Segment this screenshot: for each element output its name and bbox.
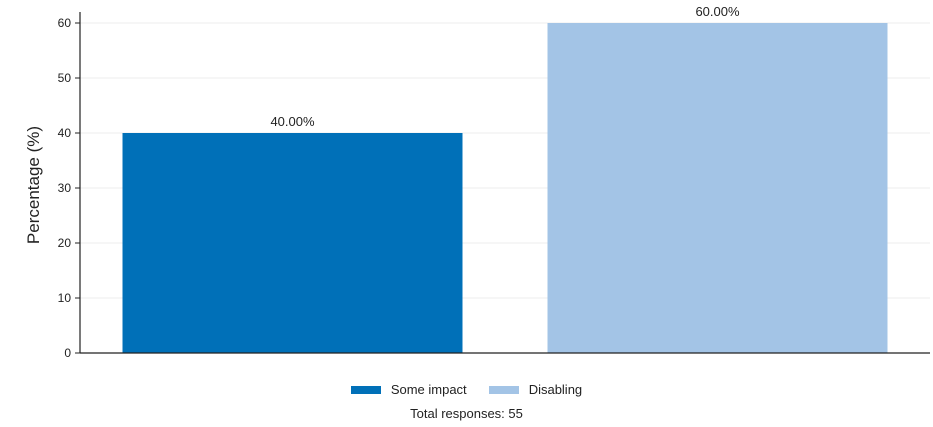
y-tick-label: 20 — [58, 236, 72, 250]
bar-value-label: 60.00% — [695, 4, 740, 19]
y-tick-label: 0 — [64, 346, 71, 360]
y-tick-label: 60 — [58, 16, 72, 30]
y-tick-label: 30 — [58, 181, 72, 195]
bar-disabling — [547, 23, 888, 353]
bars: 40.00% 60.00% — [122, 4, 888, 353]
legend-swatch — [488, 385, 519, 394]
axes: 0 10 20 30 40 50 60 — [58, 12, 930, 360]
legend: Some impact Disabling — [0, 382, 933, 397]
y-tick-label: 40 — [58, 126, 72, 140]
bar-chart: 40.00% 60.00% 0 10 20 30 40 50 60 Percentage (%… — [24, 4, 930, 360]
legend-label: Disabling — [528, 382, 583, 397]
legend-swatch — [350, 385, 381, 394]
y-tick-label: 50 — [58, 71, 72, 85]
legend-item-some-impact: Some impact — [350, 382, 467, 397]
bar-some-impact — [122, 133, 463, 353]
legend-label: Some impact — [390, 382, 467, 397]
y-axis-title: Percentage (%) — [24, 126, 43, 244]
legend-item-disabling: Disabling — [488, 382, 583, 397]
total-responses-note: Total responses: 55 — [410, 406, 523, 421]
y-tick-label: 10 — [58, 291, 72, 305]
bar-value-label: 40.00% — [270, 114, 315, 129]
